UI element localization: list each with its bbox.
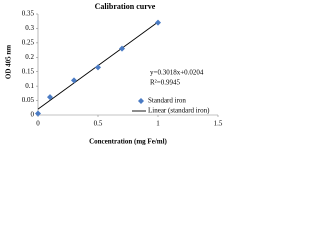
x-tick-label: 0 [36,120,40,128]
x-axis-label: Concentration (mg Fe/ml) [89,138,167,146]
point [155,19,161,26]
point [95,64,101,71]
y-tick-label: 0 [31,111,35,119]
y-tick-label: 0.1 [25,82,34,90]
y-tick-label: 0.05 [22,96,35,104]
x-tick-label: 0.5 [94,120,103,128]
point [119,45,125,52]
chart: Calibration curve Concentration (mg Fe/m… [5,2,223,146]
y-tick-label: 0.2 [25,53,34,61]
point [35,110,41,117]
chart-title: Calibration curve [95,2,156,11]
point [47,94,53,101]
y-tick-label: 0.35 [22,10,35,18]
point [71,77,77,84]
y-tick-label: 0.25 [22,38,35,46]
x-tick-label: 1 [156,120,160,128]
y-tick-label: 0.15 [22,67,35,75]
legend-label: Standard iron [148,97,186,105]
x-tick-label: 1.5 [214,120,223,128]
r-squared: R²=0.9945 [150,79,180,87]
legend-marker [138,98,144,104]
equation: y=0.3018x+0.0204 [150,69,204,77]
y-axis-label: OD 405 nm [5,45,13,79]
y-tick-label: 0.3 [25,24,34,32]
legend-label: Linear (standard iron) [148,107,210,115]
